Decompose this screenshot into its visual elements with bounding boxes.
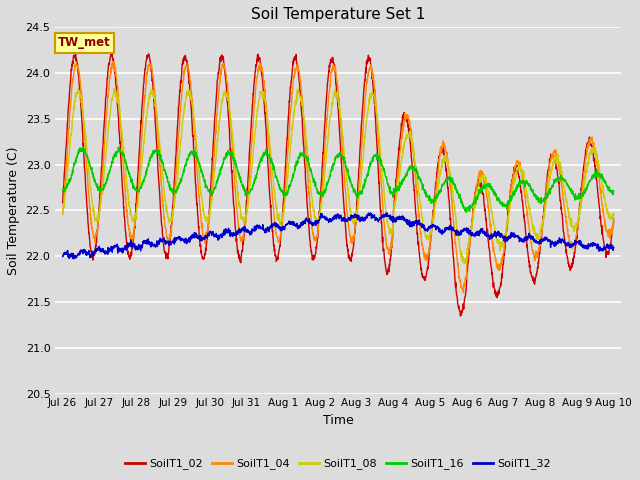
Y-axis label: Soil Temperature (C): Soil Temperature (C): [7, 146, 20, 275]
Text: TW_met: TW_met: [58, 36, 111, 49]
Legend: SoilT1_02, SoilT1_04, SoilT1_08, SoilT1_16, SoilT1_32: SoilT1_02, SoilT1_04, SoilT1_08, SoilT1_…: [121, 454, 556, 474]
Title: Soil Temperature Set 1: Soil Temperature Set 1: [251, 7, 426, 22]
X-axis label: Time: Time: [323, 414, 353, 427]
